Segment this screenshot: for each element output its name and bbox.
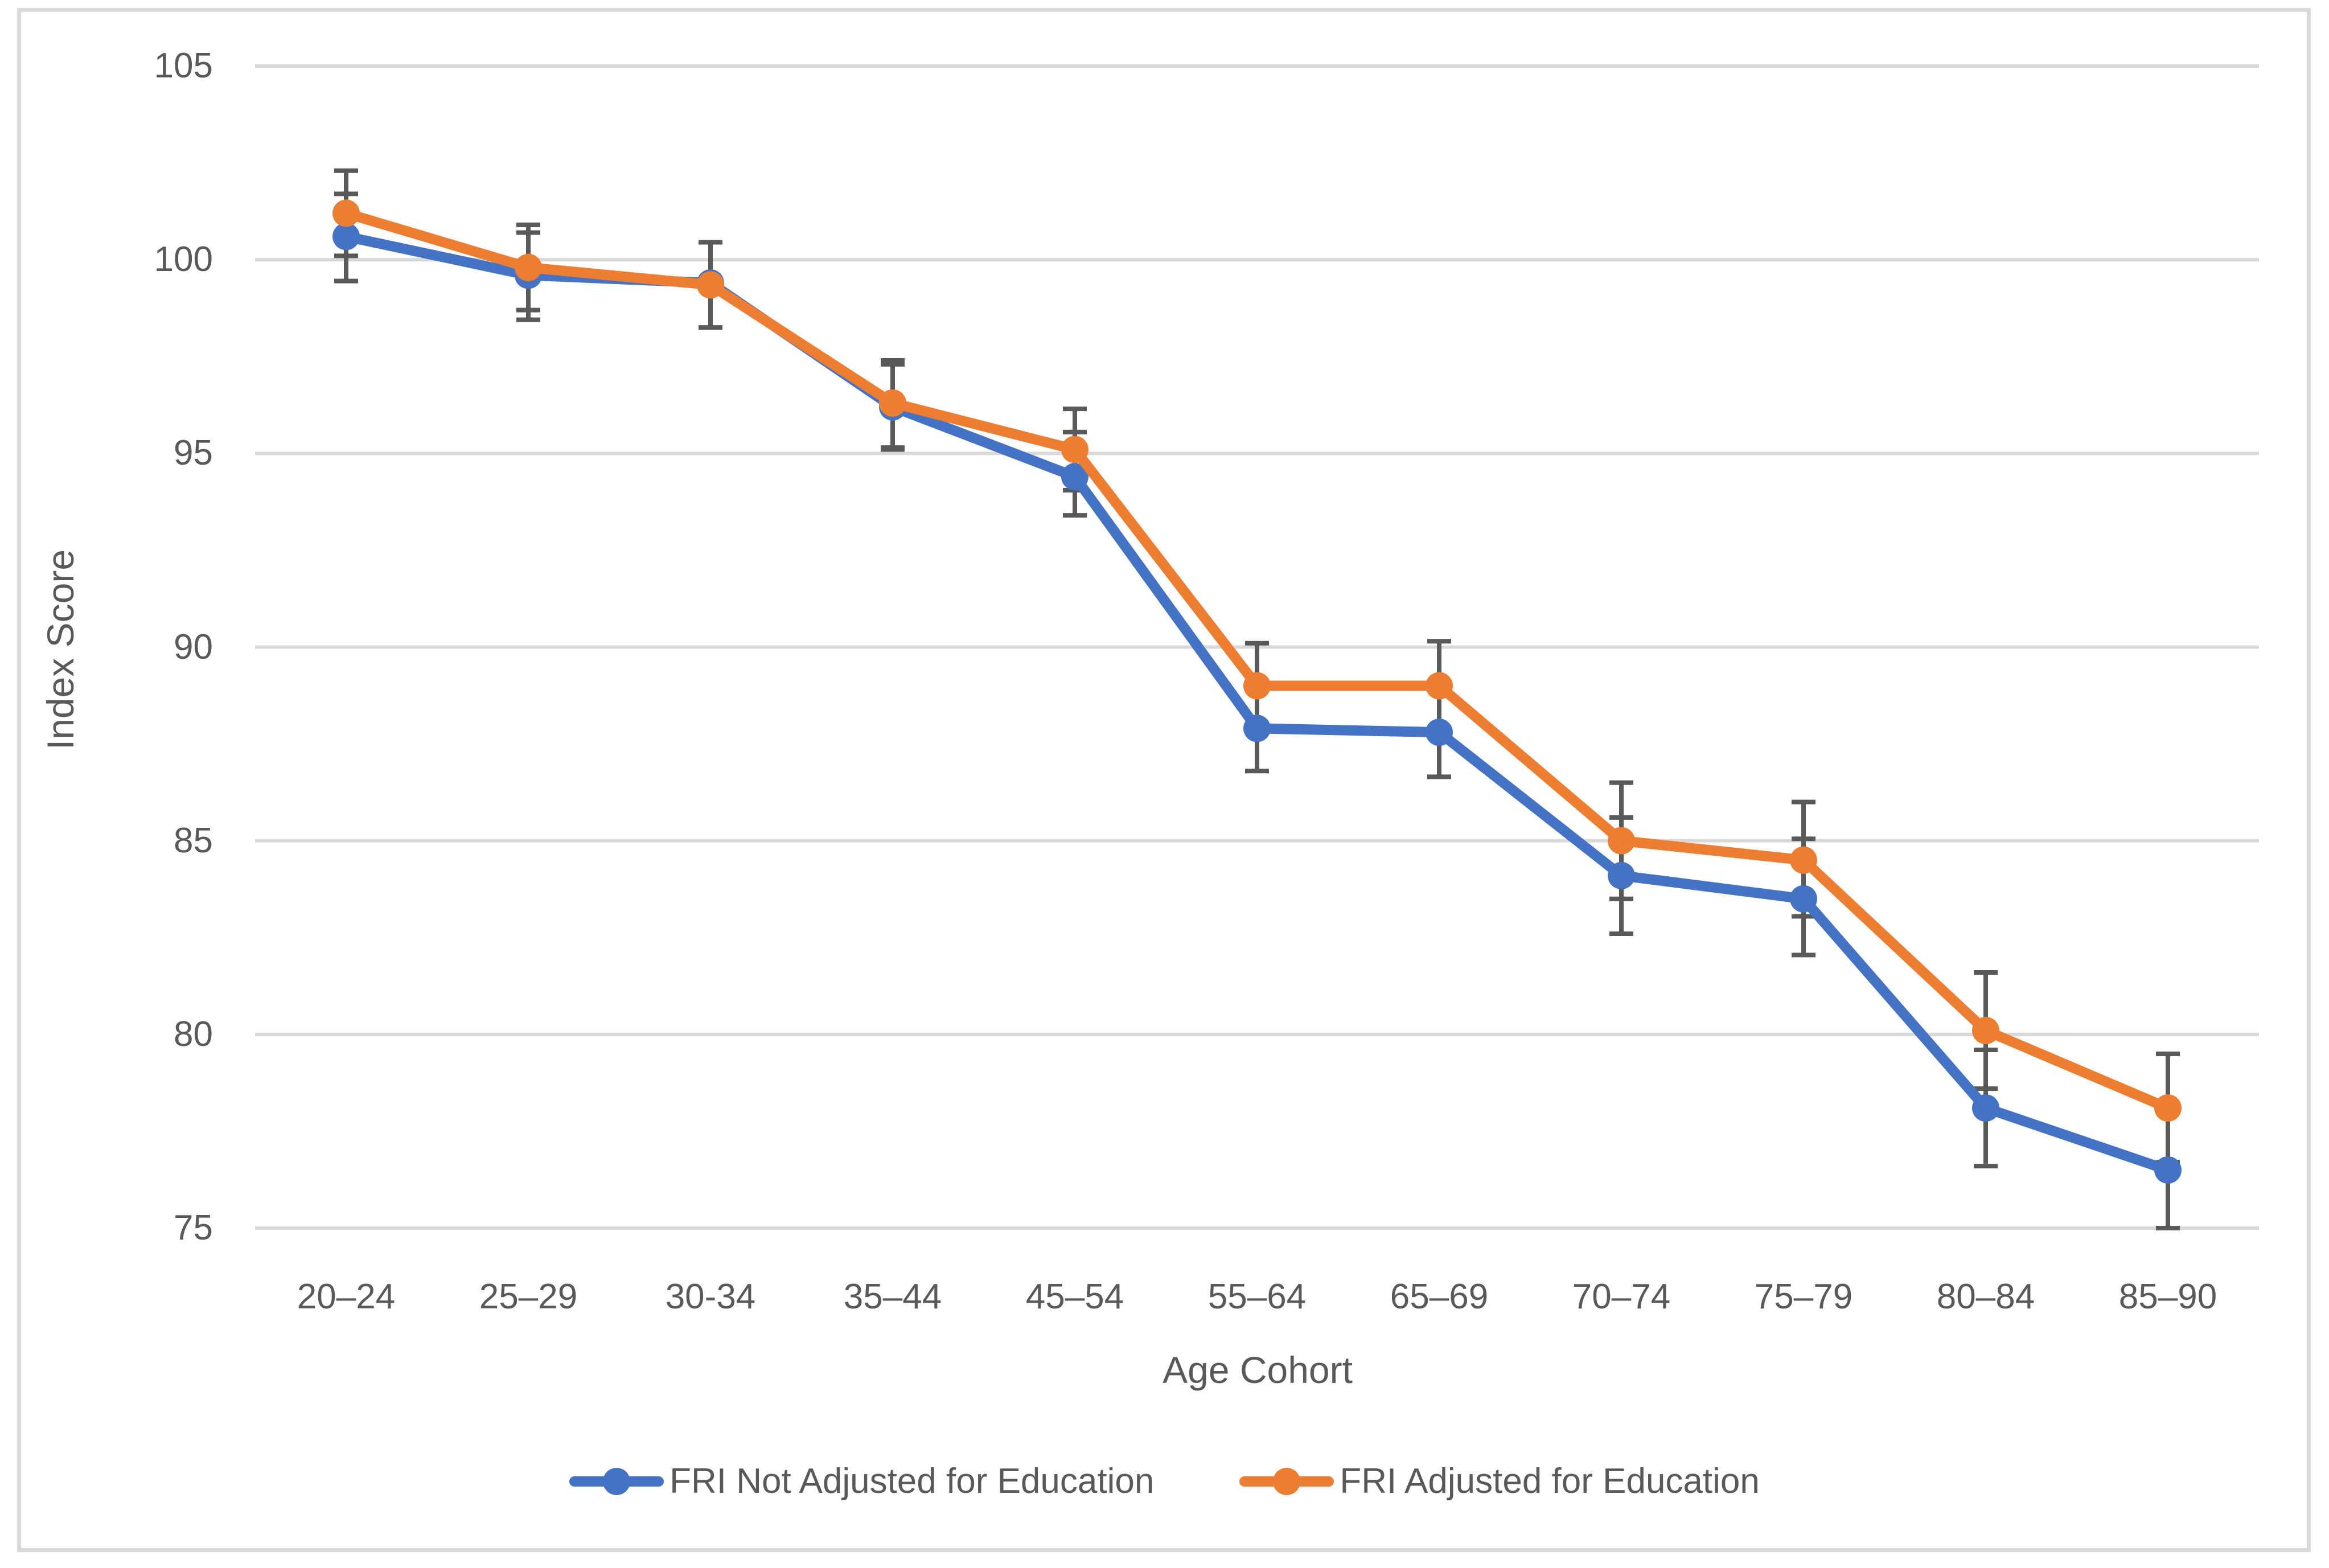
data-point — [697, 271, 724, 299]
data-point — [1243, 672, 1271, 700]
legend-label: FRI Adjusted for Education — [1340, 1462, 1760, 1501]
line-marker-icon — [1239, 1467, 1334, 1496]
x-axis-title: Age Cohort — [1163, 1349, 1353, 1391]
x-tick-label: 75–79 — [1754, 1277, 1853, 1316]
legend-dot-icon — [1273, 1468, 1301, 1495]
data-point — [1426, 672, 1453, 700]
data-point — [2154, 1156, 2182, 1184]
x-tick-label: 80–84 — [1936, 1277, 2035, 1316]
y-tick-label: 100 — [154, 240, 213, 280]
data-point — [1061, 436, 1088, 463]
y-axis-title: Index Score — [39, 549, 81, 750]
x-tick-label: 35–44 — [843, 1277, 942, 1316]
x-tick-label: 30-34 — [665, 1277, 756, 1316]
data-point — [332, 223, 360, 251]
legend-item-fri-not-adjusted: FRI Not Adjusted for Education — [569, 1464, 1154, 1499]
legend-dot-icon — [603, 1468, 631, 1495]
data-point — [1061, 463, 1088, 491]
line-marker-icon — [569, 1467, 664, 1496]
data-point — [1790, 885, 1817, 913]
legend: FRI Not Adjusted for Education FRI Adjus… — [0, 1458, 2329, 1505]
y-tick-label: 95 — [174, 433, 213, 473]
x-tick-label: 45–54 — [1025, 1277, 1124, 1316]
data-point — [1608, 827, 1635, 855]
data-point — [2154, 1094, 2182, 1122]
y-tick-label: 105 — [154, 46, 213, 85]
chart-border — [17, 8, 2311, 1552]
legend-item-fri-adjusted: FRI Adjusted for Education — [1239, 1464, 1760, 1499]
x-tick-label: 55–64 — [1207, 1277, 1307, 1316]
data-point — [332, 199, 360, 227]
data-point — [1790, 846, 1817, 874]
data-point — [515, 253, 542, 281]
x-tick-label: 85–90 — [2118, 1277, 2217, 1316]
y-tick-label: 85 — [174, 820, 213, 860]
data-point — [1972, 1017, 1999, 1045]
x-tick-label: 20–24 — [297, 1277, 396, 1316]
y-tick-label: 90 — [174, 627, 213, 667]
data-point — [1972, 1094, 1999, 1122]
data-point — [879, 389, 906, 417]
x-tick-label: 70–74 — [1572, 1277, 1671, 1316]
data-point — [1243, 715, 1271, 742]
data-point — [1426, 719, 1453, 746]
data-point — [1608, 861, 1635, 889]
y-tick-label: 80 — [174, 1014, 213, 1054]
y-tick-label: 75 — [174, 1208, 213, 1247]
x-tick-label: 65–69 — [1390, 1277, 1489, 1316]
legend-label: FRI Not Adjusted for Education — [669, 1462, 1155, 1501]
x-tick-label: 25–29 — [479, 1277, 578, 1316]
